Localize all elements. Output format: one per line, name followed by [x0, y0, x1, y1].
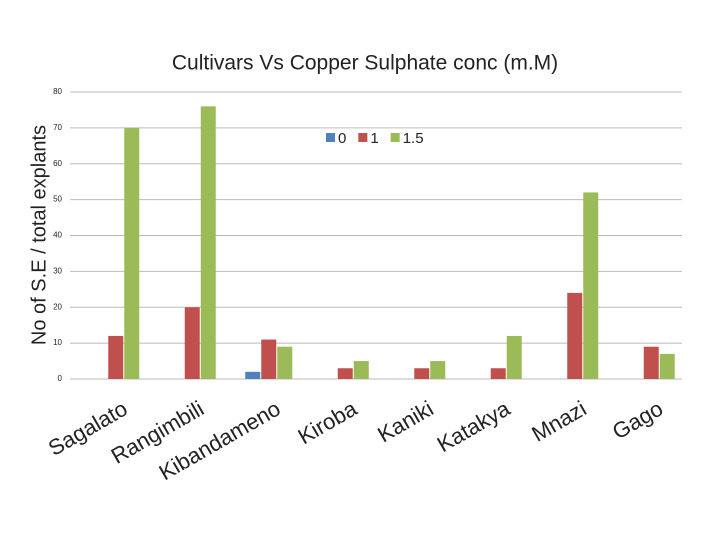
y-tick-label: 20	[53, 302, 62, 311]
bar	[353, 361, 369, 379]
bar	[643, 346, 659, 379]
legend-label: 0	[338, 130, 346, 147]
x-tick-label: Mnazi	[527, 396, 590, 447]
y-tick-label: 0	[58, 374, 63, 383]
bar	[583, 192, 599, 379]
bar	[108, 335, 124, 379]
y-tick-label: 50	[53, 195, 62, 204]
y-tick-label: 10	[53, 338, 62, 347]
bar	[337, 368, 353, 379]
bar	[277, 346, 293, 379]
y-tick-label: 70	[53, 123, 62, 132]
legend-swatch	[358, 133, 368, 142]
bar	[245, 371, 261, 379]
legend-label: 1.5	[403, 130, 424, 147]
y-tick-label: 60	[53, 159, 62, 168]
bar	[124, 127, 140, 379]
bar	[261, 339, 277, 379]
bar	[414, 368, 430, 379]
y-tick-label: 30	[53, 266, 62, 275]
chart-title: Cultivars Vs Copper Sulphate conc (m.M)	[172, 52, 558, 75]
y-tick-label: 40	[53, 231, 62, 240]
x-tick-label: Kaniki	[373, 396, 437, 448]
bar	[200, 106, 216, 379]
bar	[659, 353, 675, 379]
bar	[430, 361, 446, 379]
bar	[184, 307, 200, 379]
legend-swatch	[390, 133, 400, 142]
legend-swatch	[326, 133, 335, 142]
y-axis-title: No of S.E / total explants	[28, 125, 50, 345]
y-tick-label: 80	[53, 87, 62, 96]
legend-label: 1	[370, 130, 378, 147]
bar	[567, 292, 583, 379]
bar	[506, 335, 522, 379]
bar	[490, 368, 506, 379]
x-tick-label: Katakya	[433, 395, 515, 457]
x-tick-label: Kiroba	[294, 395, 362, 449]
x-tick-label: Gago	[608, 396, 667, 445]
